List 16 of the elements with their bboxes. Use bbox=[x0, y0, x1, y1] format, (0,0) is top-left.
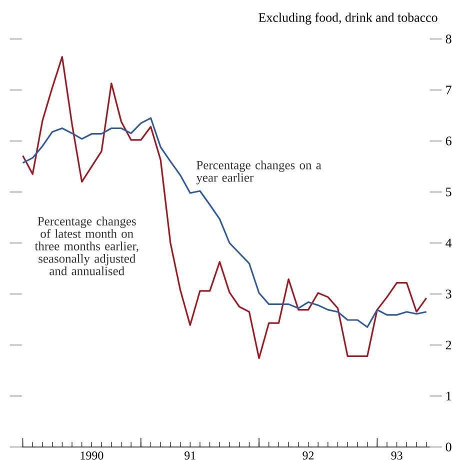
y-tick-label: 0 bbox=[446, 442, 452, 452]
x-tick-label: 92 bbox=[302, 452, 314, 460]
y-tick-label: 8 bbox=[446, 34, 452, 44]
x-tick-label: 93 bbox=[391, 452, 402, 460]
y-tick-label: 4 bbox=[446, 238, 452, 248]
text: Percentage changes of latest month on three months earlier, seasonally adjusted and annualised bbox=[34, 216, 138, 276]
chart-title: Excluding food, drink and tobacco bbox=[258, 12, 438, 25]
y-tick-label: 1 bbox=[446, 392, 452, 400]
y-tick-label: 6 bbox=[446, 136, 452, 146]
y-tick-label: 5 bbox=[446, 188, 452, 196]
y-tick-label: 7 bbox=[446, 86, 452, 94]
x-tick-label: 91 bbox=[184, 452, 196, 460]
y-tick-label: 2 bbox=[446, 340, 452, 350]
x-tick-label: 1990 bbox=[80, 452, 104, 460]
series-label: Percentage changes on a year earlier bbox=[196, 160, 322, 184]
y-tick-label: 3 bbox=[446, 290, 452, 298]
